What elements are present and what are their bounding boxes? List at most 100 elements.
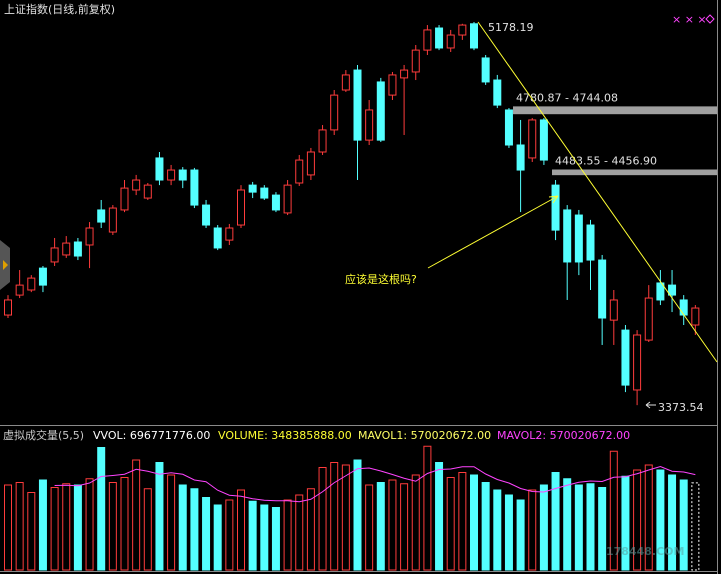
volume-bar <box>225 499 234 571</box>
candle-body <box>237 189 245 226</box>
candle-body <box>633 334 642 391</box>
volume-bar <box>213 504 222 571</box>
candle-body <box>271 194 280 211</box>
candle-body <box>376 81 385 141</box>
candle-body <box>668 284 677 296</box>
legend-entry: VVOL: 696771776.00 <box>93 429 210 442</box>
candle-body <box>27 277 36 291</box>
annotation: 应该是这根吗? <box>345 272 417 286</box>
watermark: 178448.COM <box>606 545 684 558</box>
volume-bar <box>539 484 548 571</box>
candle-body <box>563 209 572 263</box>
candle-body <box>167 169 176 181</box>
volume-bar <box>423 445 432 571</box>
zone-label: 4483.55 - 4456.90 <box>555 155 657 168</box>
volume-bar <box>435 462 444 571</box>
volume-bar <box>470 474 478 571</box>
volume-bar <box>644 464 653 571</box>
window-controls[interactable]: × × × <box>672 13 707 26</box>
candle-body <box>260 187 269 199</box>
candle-body <box>202 204 211 226</box>
volume-bar <box>271 507 280 571</box>
candle-body <box>38 267 47 286</box>
candle-body <box>586 224 595 261</box>
candle-body <box>411 49 420 73</box>
candle-body <box>609 299 618 321</box>
volume-bar <box>330 462 339 571</box>
volume-bar <box>376 482 385 571</box>
zone-label: 4780.87 - 4744.08 <box>516 91 618 104</box>
volume-bar <box>248 500 257 571</box>
candle-body <box>493 79 502 106</box>
legend-entry: MAVOL1: 570020672.00 <box>358 429 491 442</box>
volume-bar <box>633 469 642 571</box>
annotation-arrow <box>427 195 559 269</box>
candle-body <box>4 299 12 316</box>
volume-bar <box>27 492 36 571</box>
volume-bar <box>586 483 595 571</box>
volume-bar <box>85 478 94 571</box>
candle-body <box>306 151 315 176</box>
volume-bar <box>260 504 269 571</box>
candle-body <box>621 329 630 386</box>
volume-bar <box>493 489 502 571</box>
volume-bar <box>167 474 176 571</box>
candle-body <box>528 119 537 159</box>
candle-body <box>190 169 199 206</box>
candle-body <box>213 227 222 249</box>
volume-bar <box>318 467 327 571</box>
candle-body <box>388 74 397 96</box>
candle-body <box>283 184 292 214</box>
candle-body <box>15 284 24 296</box>
volume-bar <box>353 459 362 571</box>
candle-body <box>446 34 455 49</box>
candle-body <box>400 69 409 79</box>
volume-bar <box>155 462 164 571</box>
low-label: 3373.54 <box>658 401 704 414</box>
candle-body <box>132 179 141 191</box>
candle-body <box>97 209 106 223</box>
candle-body <box>423 29 432 51</box>
candle-body <box>470 23 478 49</box>
volume-bar <box>411 474 420 571</box>
volume-bar <box>458 472 467 571</box>
volume-bar <box>691 482 700 571</box>
volume-bar <box>108 482 117 571</box>
candle-body <box>539 119 548 161</box>
volume-bar <box>551 472 560 571</box>
candle-body <box>143 184 152 199</box>
volume-bar <box>38 479 47 571</box>
mavol-line <box>54 465 696 503</box>
volume-bar <box>598 487 607 571</box>
candle-body <box>85 227 94 246</box>
candle-body <box>516 144 525 171</box>
volume-bar <box>132 459 141 571</box>
annotation-arrowhead <box>548 195 559 204</box>
volume-bar <box>50 487 59 571</box>
volume-bar <box>4 484 12 571</box>
candle-body <box>155 157 164 181</box>
price-zone <box>552 169 717 176</box>
volume-bar <box>283 499 292 571</box>
volume-bar <box>237 489 245 571</box>
candle-body <box>73 241 82 257</box>
volume-bar <box>679 479 688 571</box>
menu-icon[interactable] <box>705 14 715 24</box>
volume-bar <box>609 450 618 571</box>
candle-body <box>108 207 117 233</box>
candle-body <box>551 184 560 231</box>
price-zone <box>513 106 717 115</box>
volume-bar <box>190 488 199 571</box>
candle-body <box>504 109 513 146</box>
volume-bar <box>341 464 350 571</box>
volume-bar <box>120 477 129 571</box>
candle-body <box>574 214 583 263</box>
volume-bar <box>656 469 665 571</box>
candle-body <box>248 184 257 193</box>
volume-bar <box>668 474 677 571</box>
candle-body <box>341 74 350 91</box>
trend-line <box>477 21 718 363</box>
volume-bar <box>306 488 315 571</box>
candle-body <box>120 187 129 211</box>
